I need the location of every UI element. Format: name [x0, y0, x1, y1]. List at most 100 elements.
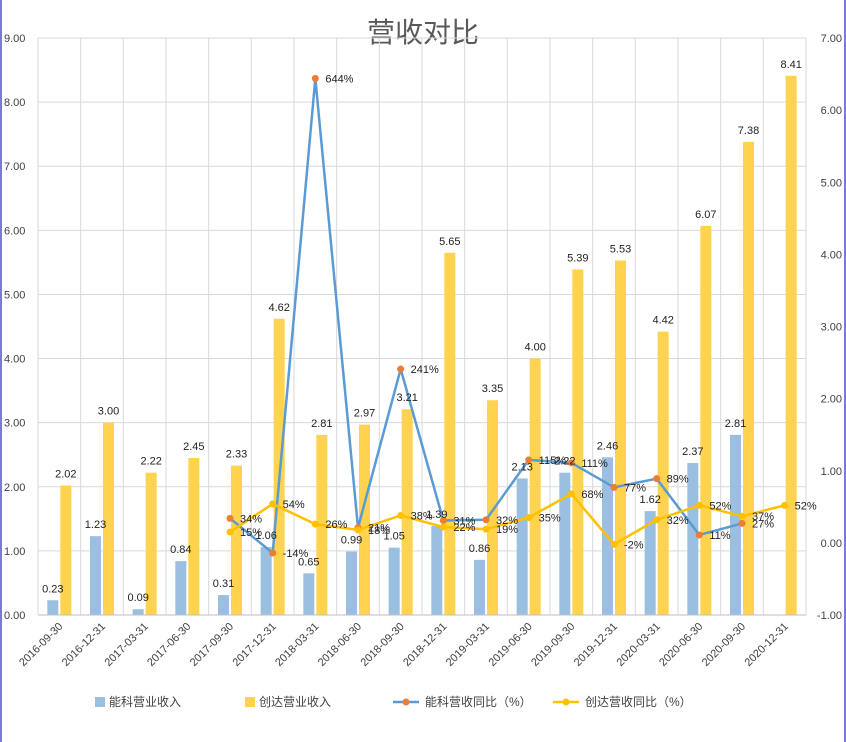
bar-nengke-revenue — [132, 609, 144, 615]
bar-label-nengke: 0.86 — [469, 543, 490, 555]
bar-chuangda-revenue — [103, 422, 114, 615]
nengke-yoy-point — [653, 475, 661, 483]
bar-label-nengke: 0.65 — [298, 556, 319, 568]
bar-chuangda-revenue — [785, 75, 797, 615]
chuangda-yoy-label: 26% — [325, 519, 347, 531]
bar-chuangda-revenue — [615, 260, 626, 615]
chuangda-yoy-label: 68% — [581, 489, 603, 501]
bar-label-nengke: 0.23 — [42, 583, 63, 595]
chuangda-yoy-point — [610, 540, 618, 548]
chuangda-yoy-point — [482, 525, 490, 533]
nengke-yoy-label: 115% — [539, 455, 567, 467]
nengke-yoy-label: 34% — [240, 513, 262, 525]
y-axis-left-tick: 3.00 — [4, 418, 25, 430]
y-axis-left-tick: 0.00 — [4, 610, 25, 622]
bar-label-chuangda: 3.21 — [396, 392, 417, 404]
bar-label-chuangda: 2.45 — [183, 441, 204, 453]
bar-label-chuangda: 2.33 — [226, 449, 247, 461]
bar-chuangda-revenue — [529, 358, 541, 615]
nengke-yoy-label: 11% — [709, 530, 730, 542]
y-axis-left-tick: 9.00 — [4, 33, 25, 45]
y-axis-right-tick: 1.00 — [821, 466, 842, 478]
nengke-yoy-point — [482, 516, 490, 524]
bar-chuangda-revenue — [401, 409, 413, 615]
bar-nengke-revenue — [303, 573, 315, 615]
nengke-yoy-point — [397, 365, 405, 373]
data-labels: 0.23 2.02 1.23 3.00 0.09 2.22 0.84 2.45 0.31 2.33… — [42, 59, 817, 604]
bar-label-nengke: 1.06 — [255, 530, 276, 542]
bar-label-nengke: 0.31 — [213, 578, 234, 590]
bar-label-chuangda: 4.00 — [524, 342, 545, 354]
bar-label-chuangda: 2.22 — [140, 456, 161, 468]
bar-label-nengke: 2.81 — [725, 418, 746, 430]
chuangda-yoy-label: 52% — [709, 500, 731, 512]
bar-label-nengke: 2.37 — [682, 446, 703, 458]
y-axis-left-tick: 5.00 — [4, 289, 25, 301]
bar-label-nengke: 0.99 — [341, 535, 362, 547]
gridlines — [37, 37, 807, 616]
bar-label-nengke: 0.09 — [127, 592, 148, 604]
bar-nengke-revenue — [346, 551, 357, 615]
bar-nengke-revenue — [90, 536, 101, 615]
bar-nengke-revenue — [388, 547, 400, 615]
y-axis-right-tick: 7.00 — [821, 33, 842, 45]
y-axis-left-tick: 7.00 — [4, 161, 25, 173]
chuangda-yoy-point — [567, 490, 575, 498]
chuangda-yoy-point — [269, 500, 277, 508]
line-series — [226, 74, 789, 557]
bar-nengke-revenue — [260, 547, 272, 615]
bar-label-chuangda: 2.81 — [311, 418, 332, 430]
nengke-yoy-label: 77% — [624, 482, 646, 494]
y-axis-right-tick: 3.00 — [821, 322, 842, 334]
chuangda-yoy-label: 35% — [539, 513, 561, 525]
legend-label: 创达营业收入 — [259, 695, 331, 709]
chuangda-yoy-label: 15% — [240, 527, 262, 539]
chuangda-yoy-label: 54% — [283, 499, 305, 511]
legend-label: 能科营收同比（%） — [425, 695, 532, 709]
nengke-yoy-point — [567, 459, 575, 467]
chuangda-yoy-point — [439, 523, 447, 531]
bar-label-chuangda: 8.41 — [780, 59, 801, 71]
legend-swatch-marker — [402, 698, 410, 706]
bar-label-chuangda: 5.53 — [610, 243, 631, 255]
bar-chuangda-revenue — [743, 141, 754, 616]
bar-label-chuangda: 5.65 — [439, 236, 460, 248]
chuangda-yoy-label: 37% — [752, 511, 774, 523]
chuangda-yoy-label: 32% — [667, 515, 689, 527]
bar-label-nengke: 1.23 — [85, 519, 106, 531]
bar-nengke-revenue — [474, 559, 485, 615]
bar-chuangda-revenue — [700, 225, 712, 615]
chuangda-yoy-point — [311, 520, 319, 528]
bar-chuangda-revenue — [188, 457, 200, 615]
bar-chuangda-revenue — [572, 269, 584, 615]
legend-swatch — [245, 697, 255, 707]
bar-label-chuangda: 6.07 — [695, 209, 716, 221]
bar-label-chuangda: 5.39 — [567, 252, 588, 264]
bar-label-nengke: 1.62 — [639, 494, 660, 506]
nengke-yoy-point — [269, 549, 277, 557]
bar-nengke-revenue — [47, 600, 59, 615]
nengke-yoy-label: 241% — [411, 364, 439, 376]
chuangda-yoy-point — [525, 514, 533, 522]
nengke-yoy-label: 31% — [453, 516, 475, 528]
bar-nengke-revenue — [516, 478, 528, 615]
nengke-yoy-point — [525, 456, 533, 464]
bar-chuangda-revenue — [145, 472, 157, 615]
nengke-yoy-point — [738, 519, 746, 527]
nengke-yoy-label: 644% — [325, 73, 353, 85]
bar-label-chuangda: 4.42 — [652, 315, 673, 327]
chuangda-yoy-point — [695, 501, 703, 509]
legend-label: 创达营收同比（%） — [585, 695, 692, 709]
window-frame-right — [844, 0, 846, 742]
nengke-yoy-label: 32% — [496, 515, 518, 527]
y-axis-right-tick: 2.00 — [821, 394, 842, 406]
bar-nengke-revenue — [644, 511, 656, 615]
bar-nengke-revenue — [687, 463, 699, 615]
bar-label-chuangda: 4.62 — [268, 302, 289, 314]
bar-chuangda-revenue — [444, 252, 456, 615]
y-axis-right-tick: 6.00 — [821, 105, 842, 117]
nengke-yoy-point — [695, 531, 703, 539]
bar-nengke-revenue — [431, 525, 443, 615]
bar-label-nengke: 1.05 — [383, 531, 404, 543]
